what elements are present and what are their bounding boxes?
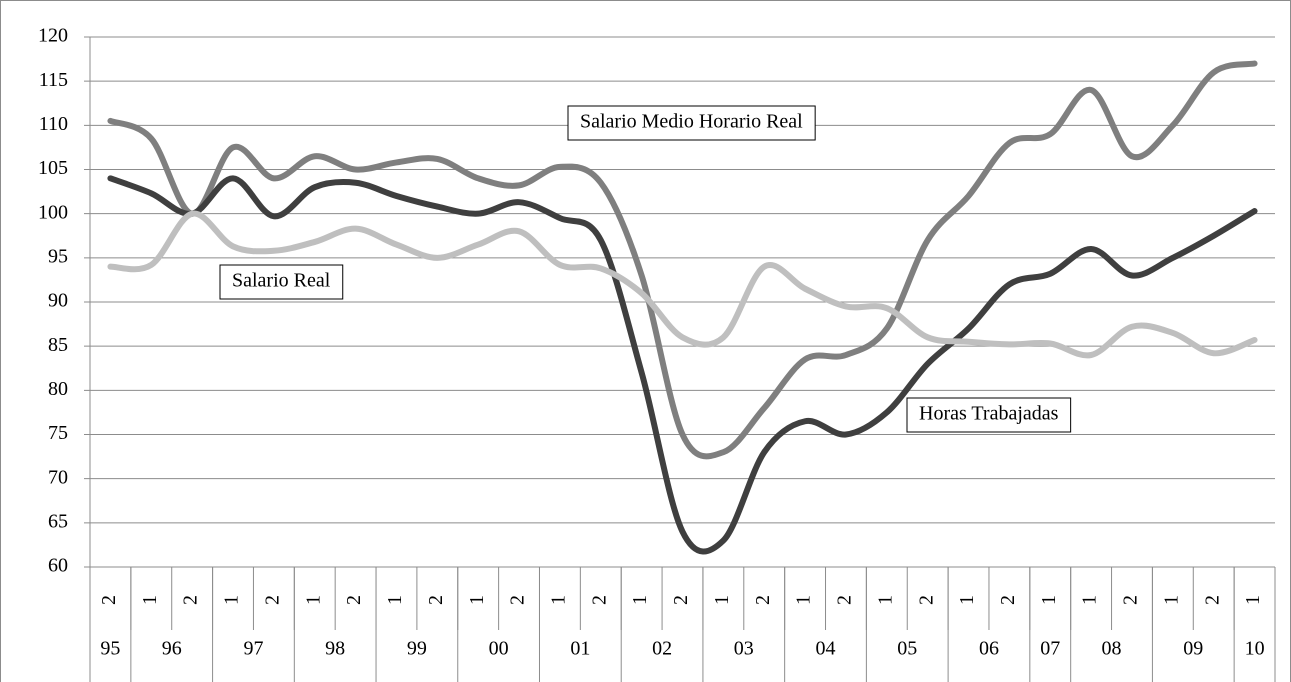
x-tick-label: 2 <box>588 595 610 605</box>
year-label: 04 <box>816 638 836 660</box>
series-label-box <box>567 105 816 141</box>
y-tick-label: 65 <box>48 510 68 532</box>
year-label: 08 <box>1102 638 1122 660</box>
x-tick-label: 2 <box>98 595 120 605</box>
x-tick-label: 1 <box>1242 595 1264 605</box>
series-line <box>107 210 1258 359</box>
series-line <box>107 175 1258 555</box>
x-tick-label: 2 <box>507 595 529 605</box>
x-tick-label: 1 <box>1079 595 1101 605</box>
x-tick-label: 2 <box>180 595 202 605</box>
y-tick-label: 100 <box>38 201 68 223</box>
x-tick-label: 1 <box>793 595 815 605</box>
x-tick-label: 1 <box>221 595 243 605</box>
series-label-text: Salario Real <box>232 270 331 292</box>
y-tick-label: 110 <box>39 113 68 135</box>
year-label: 09 <box>1183 638 1203 660</box>
year-label: 03 <box>734 638 754 660</box>
y-tick-label: 105 <box>38 157 68 179</box>
series-label-text: Horas Trabajadas <box>919 403 1059 425</box>
year-label: 07 <box>1040 638 1060 660</box>
y-tick-label: 120 <box>38 25 68 47</box>
y-tick-label: 70 <box>48 466 68 488</box>
year-label: 02 <box>652 638 672 660</box>
y-tick-label: 85 <box>48 334 68 356</box>
year-label: 99 <box>407 638 427 660</box>
series-label: Horas Trabajadas <box>906 397 1072 433</box>
x-tick-label: 1 <box>874 595 896 605</box>
series-line <box>107 60 1258 460</box>
year-label: 98 <box>325 638 345 660</box>
year-label: 97 <box>243 638 263 660</box>
x-tick-label: 1 <box>629 595 651 605</box>
year-label: 00 <box>489 638 509 660</box>
series-label: Salario Real <box>219 264 344 300</box>
year-label: 96 <box>162 638 182 660</box>
year-label: 05 <box>897 638 917 660</box>
y-tick-label: 75 <box>48 422 68 444</box>
series-label-box <box>219 264 344 300</box>
year-label: 06 <box>979 638 999 660</box>
x-tick-label: 2 <box>834 595 856 605</box>
series-label: Salario Medio Horario Real <box>567 105 816 141</box>
x-tick-label: 1 <box>384 595 406 605</box>
x-tick-label: 2 <box>425 595 447 605</box>
x-tick-label: 2 <box>752 595 774 605</box>
y-tick-label: 80 <box>48 378 68 400</box>
year-label: 01 <box>570 638 590 660</box>
x-tick-label: 2 <box>343 595 365 605</box>
x-tick-label: 1 <box>548 595 570 605</box>
y-tick-label: 60 <box>48 555 68 577</box>
x-tick-label: 2 <box>261 595 283 605</box>
x-tick-label: 1 <box>302 595 324 605</box>
x-tick-label: 2 <box>1120 595 1142 605</box>
y-tick-label: 90 <box>48 290 68 312</box>
x-tick-label: 2 <box>997 595 1019 605</box>
x-tick-label: 1 <box>1160 595 1182 605</box>
year-label: 10 <box>1245 638 1265 660</box>
x-tick-label: 2 <box>670 595 692 605</box>
year-label: 95 <box>100 638 120 660</box>
x-tick-label: 1 <box>711 595 733 605</box>
x-tick-label: 1 <box>1038 595 1060 605</box>
x-tick-label: 1 <box>956 595 978 605</box>
series-label-box <box>906 397 1072 433</box>
y-tick-label: 95 <box>48 245 68 267</box>
x-tick-label: 2 <box>1201 595 1223 605</box>
x-tick-label: 2 <box>915 595 937 605</box>
x-tick-label: 1 <box>466 595 488 605</box>
x-tick-label: 1 <box>139 595 161 605</box>
series-label-text: Salario Medio Horario Real <box>580 111 803 133</box>
y-tick-label: 115 <box>39 69 68 91</box>
